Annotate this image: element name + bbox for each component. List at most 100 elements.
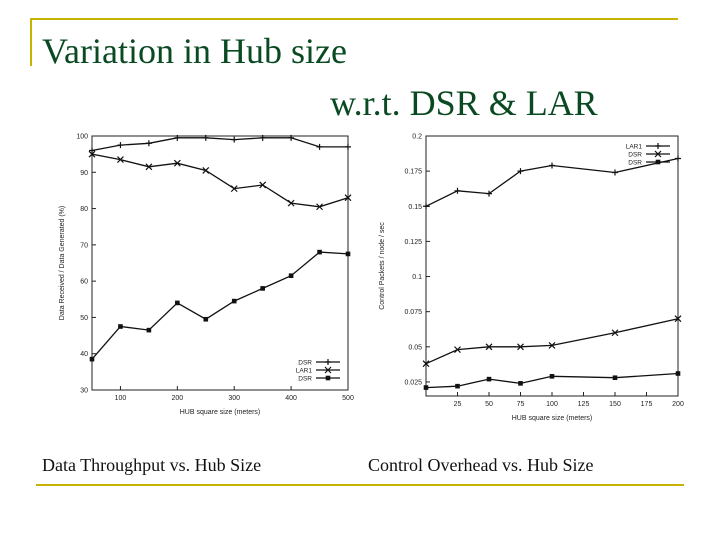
data-point [317, 249, 322, 255]
data-point [260, 286, 265, 291]
data-point [288, 134, 295, 141]
data-point [259, 134, 266, 141]
series-lar1-0 [423, 155, 681, 210]
data-point [202, 134, 209, 141]
y-tick-label: 90 [80, 170, 88, 177]
x-tick-label: 100 [546, 401, 558, 408]
legend-label: DSR [628, 160, 642, 167]
y-tick-label: 0.2 [412, 134, 422, 141]
data-point [287, 199, 295, 207]
x-tick-label: 500 [342, 395, 354, 402]
data-point [316, 203, 323, 211]
overhead-chart: 0.025 0.05 0.075 0.1 0.125 0.15 0.175 0.2 25 50 75… [372, 128, 688, 428]
series-dsr-2 [89, 249, 351, 362]
frame-top-rule [30, 18, 678, 20]
y-tick-label: 30 [80, 388, 88, 395]
legend-label: LAR1 [296, 368, 313, 375]
data-point [422, 360, 430, 368]
data-point [485, 343, 493, 351]
x-tick-label: 75 [517, 401, 525, 408]
data-point [345, 143, 351, 150]
data-point [173, 159, 181, 167]
y-axis-label: Data Received / Data Generated (%) [59, 206, 66, 320]
y-tick-label: 100 [76, 134, 88, 141]
legend-marker [654, 150, 662, 158]
x-axis-label: HUB square size (meters) [512, 415, 593, 422]
data-point [175, 300, 180, 306]
x-tick-label: 400 [285, 395, 297, 402]
y-tick-label: 80 [80, 206, 88, 213]
x-tick-label: 200 [672, 401, 684, 408]
data-point [549, 374, 555, 379]
data-point [612, 375, 618, 381]
y-axis-label: Control Packets / node / sec [379, 222, 386, 310]
frame-left-rule [30, 18, 32, 66]
legend-label: LAR1 [626, 144, 643, 151]
y-tick-label: 0.15 [408, 204, 422, 211]
x-tick-label: 25 [454, 401, 462, 408]
plot-frame [91, 135, 349, 391]
x-tick-label: 50 [485, 401, 493, 408]
data-point [118, 324, 123, 329]
data-point [88, 150, 96, 158]
data-point [517, 343, 524, 351]
data-point [231, 298, 237, 304]
data-point [202, 167, 210, 174]
x-tick-label: 300 [228, 395, 240, 402]
frame-bottom-rule [36, 484, 684, 486]
y-tick-label: 60 [80, 279, 88, 286]
x-axis-label: HUB square size (meters) [180, 409, 261, 416]
data-point [146, 327, 152, 333]
legend-label: DSR [628, 152, 642, 159]
data-point [345, 251, 351, 257]
data-point [231, 136, 238, 143]
x-tick-label: 125 [578, 401, 590, 408]
x-tick-label: 150 [609, 401, 621, 408]
legend-label: DSR [298, 360, 312, 367]
series-line [91, 137, 348, 152]
y-tick-label: 0.075 [404, 309, 422, 316]
legend-label: DSR [298, 376, 312, 383]
plot-frame [425, 135, 679, 397]
legend-marker [324, 366, 332, 374]
caption-throughput: Data Throughput vs. Hub Size [42, 455, 262, 475]
y-tick-label: 0.125 [404, 239, 422, 246]
slide-title-line1: Variation in Hub size [42, 31, 347, 71]
data-point [454, 346, 461, 354]
series-line [91, 153, 349, 208]
data-point [675, 371, 681, 376]
data-point [674, 315, 682, 323]
y-tick-label: 0.1 [412, 274, 422, 281]
data-point [518, 381, 523, 386]
x-tick-label: 175 [641, 401, 653, 408]
slide-title-line2: w.r.t. DSR & LAR [330, 83, 598, 123]
data-point [288, 273, 294, 278]
data-point [423, 385, 429, 390]
data-point [548, 341, 556, 349]
data-point [486, 376, 492, 382]
data-point [611, 329, 619, 337]
data-point [89, 356, 95, 362]
data-point [344, 194, 352, 202]
data-point [549, 162, 555, 169]
y-tick-label: 0.175 [404, 169, 422, 176]
throughput-chart: 30 40 50 60 70 80 90 100 100 200 300 400 500 HUB squa… [56, 128, 362, 428]
legend-marker [325, 359, 331, 365]
series-dsr-1 [422, 315, 682, 368]
data-point [89, 147, 95, 154]
data-point [423, 203, 429, 210]
series-lar1-1 [88, 150, 352, 211]
data-point [454, 187, 461, 194]
data-point [145, 140, 152, 147]
legend-marker [655, 143, 661, 149]
legend-marker [655, 159, 661, 165]
y-tick-label: 0.05 [408, 344, 422, 351]
data-point [675, 155, 681, 162]
caption-overhead: Control Overhead vs. Hub Size [368, 455, 594, 475]
x-tick-label: 100 [115, 395, 127, 402]
data-point [259, 181, 267, 189]
data-point [486, 190, 492, 197]
data-point [145, 163, 153, 171]
